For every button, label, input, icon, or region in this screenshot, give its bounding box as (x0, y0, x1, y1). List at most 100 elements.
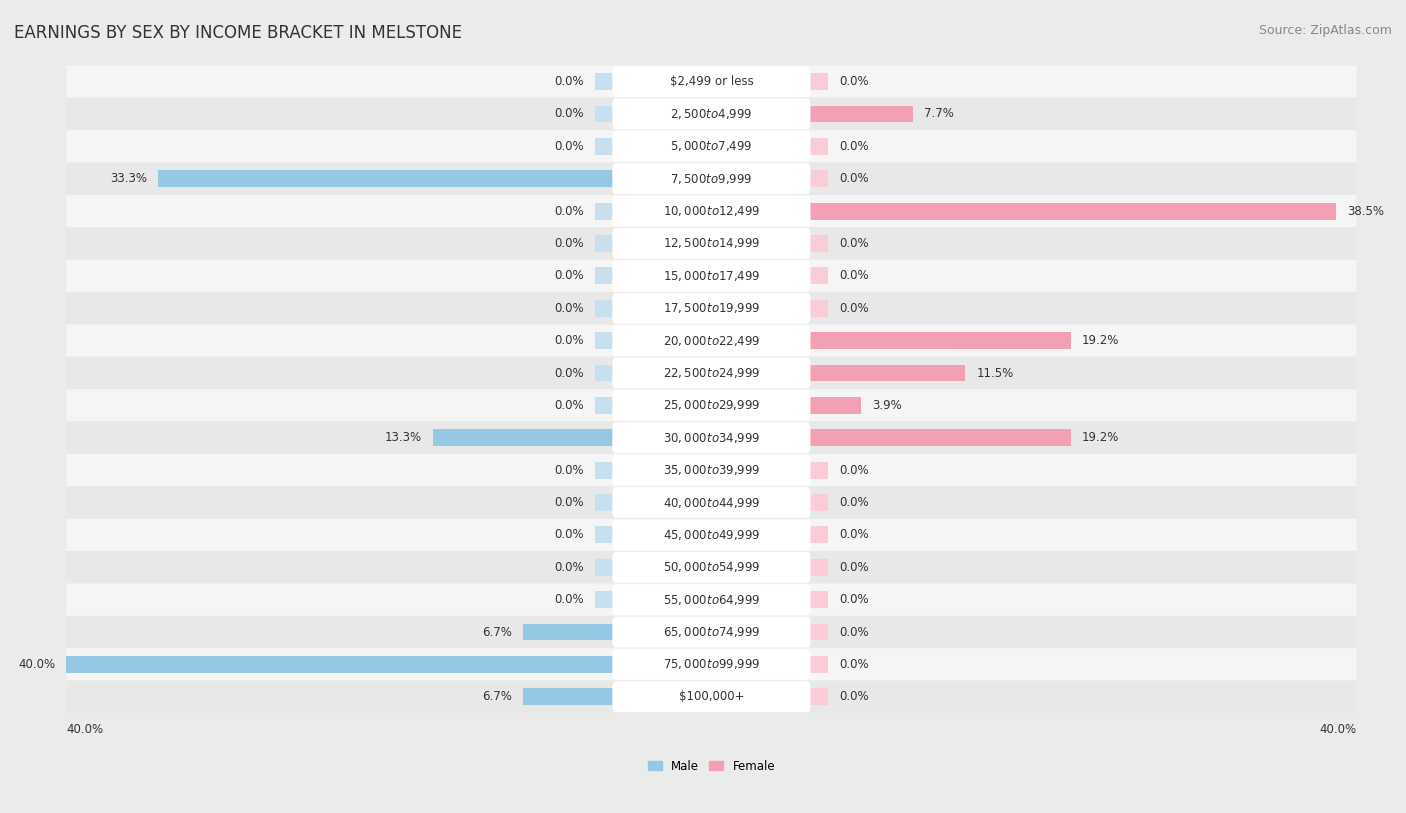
Text: Source: ZipAtlas.com: Source: ZipAtlas.com (1258, 24, 1392, 37)
Text: $100,000+: $100,000+ (679, 690, 744, 703)
Bar (807, 138, 828, 154)
Text: 0.0%: 0.0% (554, 237, 583, 250)
Bar (807, 397, 860, 414)
FancyBboxPatch shape (613, 552, 810, 583)
Text: $10,000 to $12,499: $10,000 to $12,499 (662, 204, 761, 218)
Bar (807, 333, 1071, 349)
Text: 19.2%: 19.2% (1083, 431, 1119, 444)
Bar (807, 624, 828, 641)
Text: $55,000 to $64,999: $55,000 to $64,999 (662, 593, 761, 606)
Text: 0.0%: 0.0% (839, 593, 869, 606)
FancyBboxPatch shape (613, 358, 810, 389)
Text: $45,000 to $49,999: $45,000 to $49,999 (662, 528, 761, 542)
Bar (595, 106, 616, 123)
Text: EARNINGS BY SEX BY INCOME BRACKET IN MELSTONE: EARNINGS BY SEX BY INCOME BRACKET IN MEL… (14, 24, 463, 42)
FancyBboxPatch shape (66, 422, 1357, 454)
Bar (807, 106, 912, 123)
Bar (807, 364, 966, 381)
FancyBboxPatch shape (66, 519, 1357, 551)
Text: 0.0%: 0.0% (839, 237, 869, 250)
Bar (595, 235, 616, 252)
Text: 0.0%: 0.0% (554, 269, 583, 282)
Text: $30,000 to $34,999: $30,000 to $34,999 (662, 431, 761, 445)
Text: $20,000 to $22,499: $20,000 to $22,499 (662, 333, 761, 348)
Bar (807, 559, 828, 576)
Bar (595, 591, 616, 608)
FancyBboxPatch shape (66, 357, 1357, 389)
FancyBboxPatch shape (66, 584, 1357, 616)
Bar (807, 689, 828, 705)
FancyBboxPatch shape (66, 551, 1357, 584)
FancyBboxPatch shape (613, 66, 810, 97)
Bar (807, 462, 828, 479)
Text: 7.7%: 7.7% (924, 107, 955, 120)
Bar (807, 300, 828, 316)
Text: $2,499 or less: $2,499 or less (669, 75, 754, 88)
Text: 0.0%: 0.0% (839, 269, 869, 282)
FancyBboxPatch shape (66, 259, 1357, 292)
Text: 0.0%: 0.0% (839, 463, 869, 476)
Bar (807, 202, 1336, 220)
Bar (807, 527, 828, 543)
Text: 0.0%: 0.0% (554, 528, 583, 541)
Bar (807, 429, 1071, 446)
Text: 0.0%: 0.0% (554, 334, 583, 347)
Bar (595, 138, 616, 154)
FancyBboxPatch shape (66, 486, 1357, 519)
Text: 0.0%: 0.0% (839, 496, 869, 509)
FancyBboxPatch shape (66, 163, 1357, 195)
Bar (523, 624, 616, 641)
Bar (807, 591, 828, 608)
Text: 0.0%: 0.0% (554, 496, 583, 509)
Legend: Male, Female: Male, Female (643, 755, 780, 777)
Text: 0.0%: 0.0% (554, 302, 583, 315)
Bar (595, 300, 616, 316)
Text: 0.0%: 0.0% (839, 658, 869, 671)
FancyBboxPatch shape (66, 98, 1357, 130)
Bar (595, 559, 616, 576)
Text: $40,000 to $44,999: $40,000 to $44,999 (662, 496, 761, 510)
Text: 19.2%: 19.2% (1083, 334, 1119, 347)
Text: 0.0%: 0.0% (554, 107, 583, 120)
Bar (66, 656, 616, 673)
Bar (595, 73, 616, 90)
FancyBboxPatch shape (613, 228, 810, 259)
Bar (595, 364, 616, 381)
FancyBboxPatch shape (66, 680, 1357, 713)
Bar (595, 494, 616, 511)
FancyBboxPatch shape (66, 195, 1357, 228)
Text: $5,000 to $7,499: $5,000 to $7,499 (671, 139, 752, 154)
Text: $17,500 to $19,999: $17,500 to $19,999 (662, 302, 761, 315)
Bar (807, 235, 828, 252)
Text: 0.0%: 0.0% (554, 367, 583, 380)
FancyBboxPatch shape (66, 228, 1357, 259)
Bar (595, 397, 616, 414)
Bar (595, 202, 616, 220)
FancyBboxPatch shape (613, 585, 810, 615)
FancyBboxPatch shape (66, 324, 1357, 357)
Bar (523, 689, 616, 705)
Text: $22,500 to $24,999: $22,500 to $24,999 (662, 366, 761, 380)
Text: 33.3%: 33.3% (110, 172, 148, 185)
Text: 0.0%: 0.0% (554, 140, 583, 153)
Text: $2,500 to $4,999: $2,500 to $4,999 (671, 107, 752, 121)
Text: $15,000 to $17,499: $15,000 to $17,499 (662, 269, 761, 283)
Bar (159, 170, 616, 187)
Text: 0.0%: 0.0% (839, 528, 869, 541)
Text: 0.0%: 0.0% (839, 172, 869, 185)
Bar (807, 267, 828, 285)
Text: 0.0%: 0.0% (839, 561, 869, 574)
Text: 6.7%: 6.7% (482, 690, 512, 703)
Bar (595, 462, 616, 479)
FancyBboxPatch shape (66, 130, 1357, 163)
Text: 40.0%: 40.0% (1319, 723, 1357, 736)
FancyBboxPatch shape (613, 487, 810, 518)
FancyBboxPatch shape (613, 98, 810, 129)
Text: $12,500 to $14,999: $12,500 to $14,999 (662, 237, 761, 250)
Text: 40.0%: 40.0% (66, 723, 104, 736)
Text: 11.5%: 11.5% (976, 367, 1014, 380)
Text: $25,000 to $29,999: $25,000 to $29,999 (662, 398, 761, 412)
Text: $50,000 to $54,999: $50,000 to $54,999 (662, 560, 761, 574)
Text: 0.0%: 0.0% (554, 205, 583, 218)
FancyBboxPatch shape (613, 325, 810, 356)
